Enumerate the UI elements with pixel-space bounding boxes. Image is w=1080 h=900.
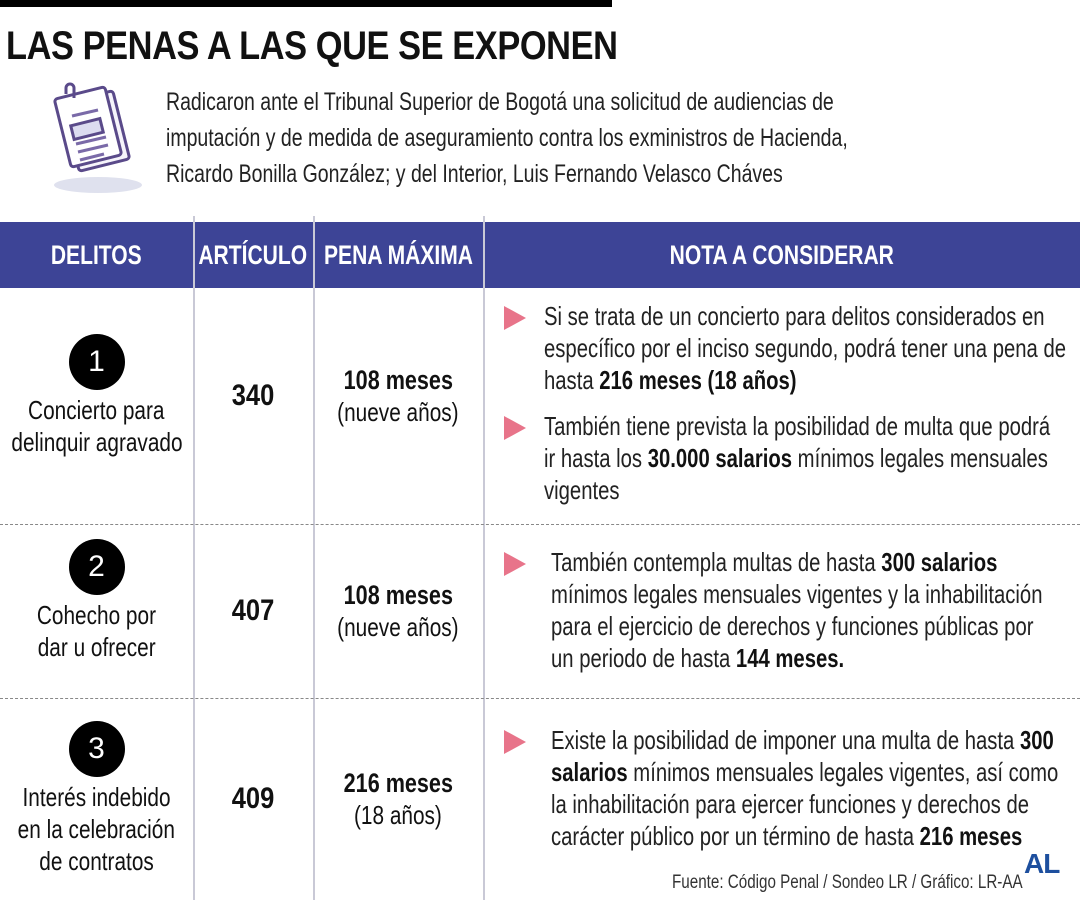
- note-segment: hasta: [544, 365, 600, 395]
- articulo-cell: 340: [193, 288, 313, 504]
- note-highlight: 300: [1019, 725, 1054, 755]
- intro-text: Radicaron ante el Tribunal Superior de B…: [166, 88, 848, 188]
- note-segment: También tiene prevista la posibilidad de…: [544, 411, 1051, 441]
- note-text: También contempla multas de hasta 300 sa…: [551, 546, 1080, 674]
- page-title: LAS PENAS A LAS QUE SE EXPONEN: [6, 24, 618, 68]
- note-highlight: 144 meses.: [735, 643, 845, 673]
- note-segment: mínimos legales mensuales vigentes y la …: [551, 579, 1043, 609]
- column-divider: [193, 216, 195, 900]
- note-highlight: 216 meses (18 años): [599, 365, 797, 395]
- note-segment: mínimos mensuales legales vigentes, así …: [627, 757, 1059, 787]
- triangle-right-icon: [504, 730, 526, 754]
- delito-name: de contratos: [39, 846, 154, 876]
- delito-cell: 1 Concierto para delinquir agravado: [0, 288, 193, 504]
- note-text: También tiene prevista la posibilidad de…: [544, 410, 1080, 506]
- triangle-right-icon: [504, 306, 526, 330]
- note-segment: específico por el inciso segundo, podrá …: [544, 333, 1067, 363]
- top-rule: [0, 0, 612, 7]
- pena-value: 108 meses: [343, 580, 453, 610]
- note-text: Si se trata de un concierto para delitos…: [544, 300, 1080, 396]
- pena-subtext: (18 años): [354, 800, 442, 830]
- triangle-right-icon: [504, 552, 526, 576]
- note-segment: Si se trata de un concierto para delitos…: [544, 301, 1045, 331]
- header-delitos: DELITOS: [51, 239, 142, 270]
- pena-cell: 108 meses (nueve años): [313, 288, 483, 504]
- note-text: Existe la posibilidad de imponer una mul…: [551, 724, 1080, 852]
- delito-name: Concierto para: [28, 395, 165, 425]
- column-divider: [483, 216, 485, 900]
- logo: AL: [1024, 848, 1060, 879]
- note-segment: También contempla multas de hasta: [551, 547, 882, 577]
- note-segment: mínimos legales mensuales: [792, 443, 1048, 473]
- articulo-value: 409: [231, 782, 275, 815]
- delito-name: en la celebración: [17, 814, 176, 844]
- table-header: [0, 222, 1080, 288]
- header-pena: PENA MÁXIMA: [323, 239, 473, 270]
- note-segment: un periodo de hasta: [551, 643, 736, 673]
- pena-cell: 108 meses (nueve años): [313, 524, 483, 698]
- note-highlight: 30.000 salarios: [647, 443, 793, 473]
- source-note: Fuente: Código Penal / Sondeo LR / Gráfi…: [672, 872, 1023, 893]
- header-articulo: ARTÍCULO: [198, 239, 308, 270]
- note-segment: la inhabilitación para ejercer funciones…: [551, 789, 1030, 819]
- row-number-badge: 2: [68, 539, 125, 595]
- note-highlight: 300 salarios: [881, 547, 998, 577]
- delito-cell: 2 Cohecho por dar u ofrecer: [0, 524, 193, 678]
- pena-value: 108 meses: [343, 365, 453, 395]
- articulo-cell: 409: [193, 698, 313, 900]
- note-segment: carácter público por un término de hasta: [551, 821, 920, 851]
- note-highlight: salarios: [551, 757, 628, 787]
- note-segment: ir hasta los: [544, 443, 648, 473]
- delito-cell: 3 Interés indebido en la celebración de con…: [0, 708, 193, 890]
- delito-name: dar u ofrecer: [37, 632, 156, 662]
- articulo-value: 340: [231, 379, 275, 412]
- row-number-badge: 1: [68, 334, 125, 390]
- delito-name: Interés indebido: [22, 782, 171, 812]
- document-icon: [53, 82, 142, 193]
- delito-name: Cohecho por: [36, 600, 157, 630]
- note-segment: vigentes: [544, 475, 620, 505]
- note-segment: Existe la posibilidad de imponer una mul…: [551, 725, 1020, 755]
- note-segment: para el ejercicio de derechos y funcione…: [551, 611, 1034, 641]
- pena-subtext: (nueve años): [337, 397, 459, 427]
- row-number-badge: 3: [68, 721, 125, 777]
- triangle-right-icon: [504, 416, 526, 440]
- header-nota: NOTA A CONSIDERAR: [669, 239, 894, 270]
- pena-subtext: (nueve años): [337, 612, 459, 642]
- articulo-cell: 407: [193, 524, 313, 698]
- row-divider: [0, 698, 1080, 699]
- delito-name: delinquir agravado: [10, 427, 183, 457]
- pena-value: 216 meses: [343, 768, 453, 798]
- pena-cell: 216 meses (18 años): [313, 698, 483, 900]
- row-divider: [0, 524, 1080, 525]
- column-divider: [313, 216, 315, 900]
- note-highlight: 216 meses: [919, 821, 1023, 851]
- articulo-value: 407: [231, 594, 275, 627]
